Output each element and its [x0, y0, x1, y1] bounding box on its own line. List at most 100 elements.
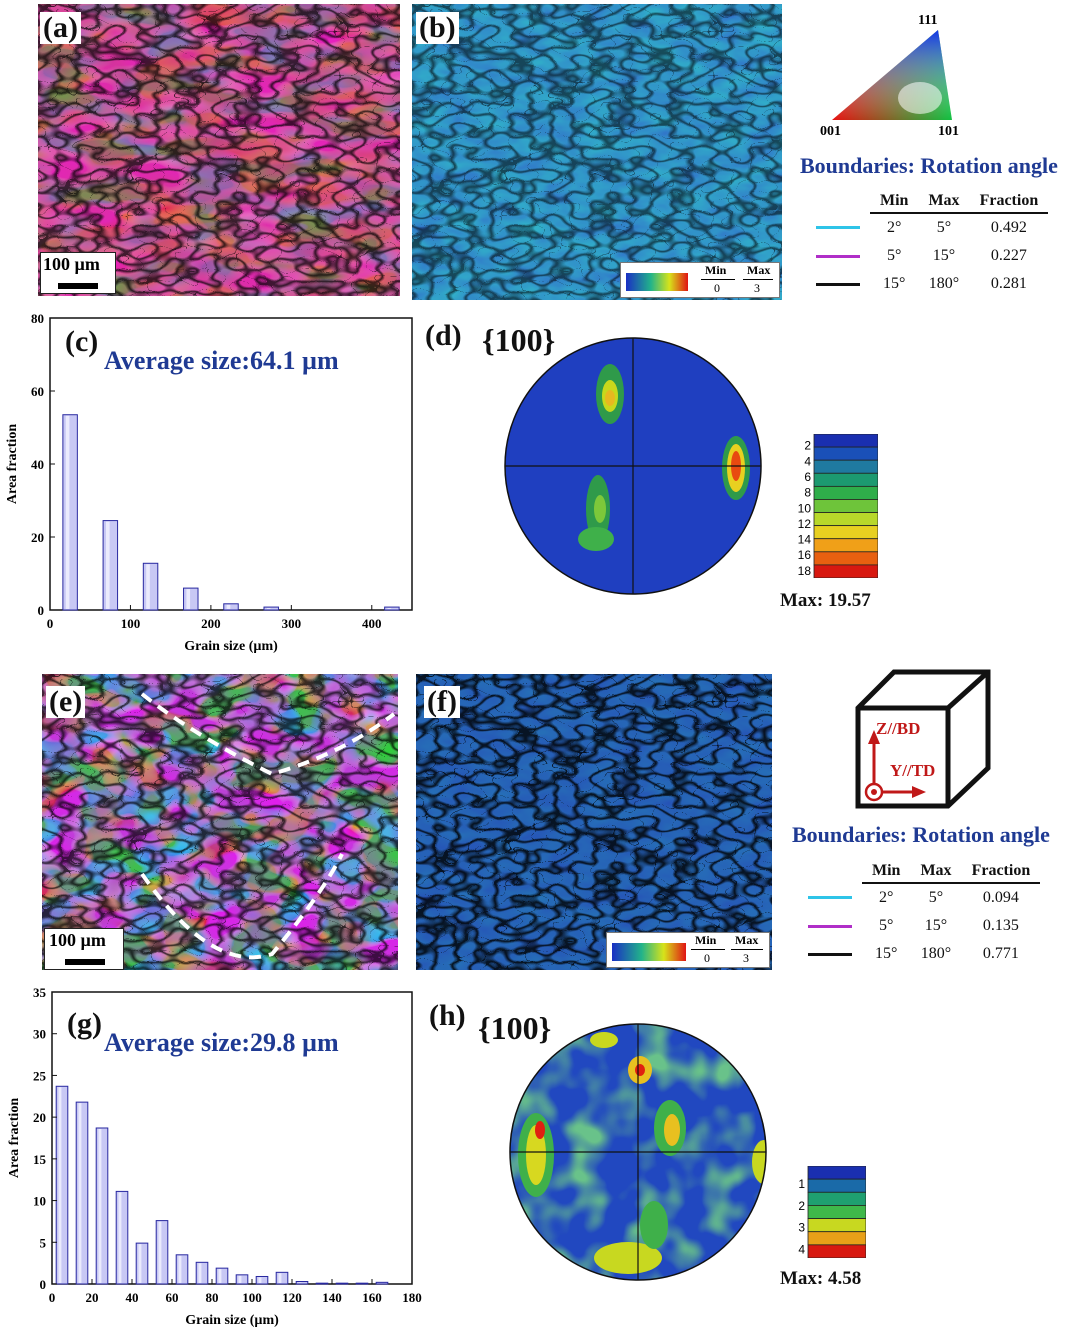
colorbar-tick-label: 3: [798, 1221, 805, 1235]
colorbar-band: [813, 433, 879, 448]
colorbar-band: [813, 512, 879, 527]
z-axis-label: Z//BD: [876, 719, 920, 738]
y-tick-label: 80: [31, 311, 44, 326]
ipf-map-bottom-texture: [42, 674, 398, 970]
histogram-bar-highlight: [266, 608, 271, 609]
histogram-bar: [375, 1281, 389, 1285]
x-tick-label: 80: [206, 1290, 219, 1305]
histogram-bar-highlight: [58, 1087, 62, 1283]
colorbar-band: [813, 446, 879, 461]
pole-figure-bottom: [509, 1023, 767, 1281]
histogram-bar: [235, 1274, 249, 1285]
histogram-bar-highlight: [146, 564, 150, 609]
plot-frame: [51, 991, 413, 1285]
histogram-bar: [263, 606, 279, 611]
boundaries-header-max-top: Max: [918, 190, 970, 214]
x-tick-label: 100: [121, 616, 141, 631]
colorbar-band: [807, 1165, 867, 1180]
colorbar-tick-label: 1: [798, 1177, 805, 1191]
boundary-row-low-bottom: 2° 5° 0.094: [798, 883, 1040, 912]
panel-label-e: (e): [46, 686, 86, 718]
histogram-bar: [384, 606, 400, 611]
colorbar-band: [813, 564, 879, 579]
ipf-map-bottom: [42, 674, 398, 970]
boundary-swatch-cyan: [808, 896, 852, 900]
boundaries-header-fraction-top: Fraction: [969, 190, 1049, 214]
histogram-bar-highlight: [178, 1255, 182, 1283]
histogram-bar-highlight: [238, 1275, 242, 1283]
colorbar-tick-label: 8: [804, 486, 811, 500]
y-tick-label: 20: [33, 1110, 46, 1125]
kam-min-label-bottom: Min: [695, 933, 717, 947]
boundaries-header-min-top: Min: [870, 190, 919, 214]
x-tick-label: 60: [166, 1290, 179, 1305]
colorbar-tick-label: 2: [804, 439, 811, 453]
ipf-triangle: 111 001 101: [820, 13, 959, 138]
kam-colorbar-top: [626, 273, 688, 291]
x-tick-label: 120: [282, 1290, 302, 1305]
y-tick-label: 0: [38, 603, 45, 618]
colorbar-band: [813, 472, 879, 487]
kam-map-bottom: [416, 674, 772, 970]
histogram-bar-highlight: [65, 415, 70, 609]
grain-size-histogram-top: 0 100 200 300 400 0 20 40 60 80 Grain size (µm) Are…: [5, 311, 413, 654]
colorbar-band: [813, 525, 879, 540]
histogram-bar-highlight: [78, 1103, 82, 1283]
histogram-bar: [183, 587, 199, 611]
histogram-bar-highlight: [186, 589, 191, 609]
histogram-bar-highlight: [218, 1269, 222, 1283]
kam-min-label-top: Min: [705, 263, 727, 277]
boundaries-title-top: Boundaries: Rotation angle: [800, 153, 1058, 178]
histogram-bar: [115, 1190, 129, 1285]
boundaries-table-top: Min Max Fraction 2° 5° 0.492 5° 15° 0.22…: [806, 190, 1049, 298]
kam-max-label-bottom: Max: [735, 933, 759, 947]
x-tick-label: 100: [242, 1290, 262, 1305]
colorbar-tick-label: 2: [798, 1199, 805, 1213]
colorbar-band: [807, 1218, 867, 1233]
boundary-swatch-magenta: [816, 254, 860, 258]
kam-max-label-top: Max: [747, 263, 771, 277]
scale-bar-a-text: 100 µm: [43, 254, 100, 274]
boundary-row-high-bottom: 15° 180° 0.771: [798, 940, 1040, 968]
ipf-triangle-101: 101: [938, 124, 959, 138]
histogram-bar: [155, 1220, 169, 1285]
kam-max-value-top: 3: [754, 281, 760, 295]
y-tick-label: 20: [31, 530, 44, 545]
panel-label-g: (g): [67, 1007, 102, 1040]
y-axis-label: Area fraction: [7, 1098, 22, 1178]
x-tick-label: 200: [201, 616, 221, 631]
kam-legend-top: Min Max 0 3: [620, 262, 780, 298]
histogram-bar: [142, 562, 159, 611]
coordinate-cube: Z//BD Y//TD: [855, 669, 991, 809]
histogram-bar-highlight: [387, 608, 392, 609]
boundary-swatch-cyan: [816, 226, 860, 230]
average-size-bottom: Average size:29.8 µm: [104, 1028, 339, 1057]
y-tick-label: 30: [33, 1027, 46, 1042]
pole-figure-max-top: Max: 19.57: [780, 590, 871, 611]
histogram-bar-highlight: [198, 1263, 202, 1283]
scale-bar-e-text: 100 µm: [49, 930, 106, 950]
y-tick-label: 40: [31, 457, 44, 472]
x-tick-label: 0: [47, 616, 54, 631]
x-tick-label: 140: [322, 1290, 342, 1305]
ipf-triangle-001: 001: [820, 124, 841, 138]
kam-map-bottom-texture: [416, 674, 772, 970]
y-tick-label: 35: [33, 985, 47, 1000]
x-tick-label: 20: [86, 1290, 99, 1305]
boundaries-header-min-bottom: Min: [862, 860, 911, 884]
pole-figure-title-top: {100}: [482, 322, 556, 358]
kam-colorbar-bottom: [612, 943, 686, 961]
histogram-bar: [355, 1282, 369, 1285]
y-axis-label: Area fraction: [5, 424, 20, 504]
y-tick-label: 25: [33, 1068, 47, 1083]
histogram-bar: [215, 1267, 229, 1285]
boundaries-table-bottom: Min Max Fraction 2° 5° 0.094 5° 15° 0.13…: [798, 860, 1041, 968]
histogram-bar: [75, 1101, 89, 1285]
histogram-bar: [55, 1085, 69, 1285]
histogram-bar: [335, 1282, 349, 1285]
histogram-bar: [223, 603, 239, 611]
histogram-bar: [295, 1280, 309, 1285]
histogram-bar: [135, 1242, 149, 1285]
histogram-bar-highlight: [278, 1273, 282, 1283]
